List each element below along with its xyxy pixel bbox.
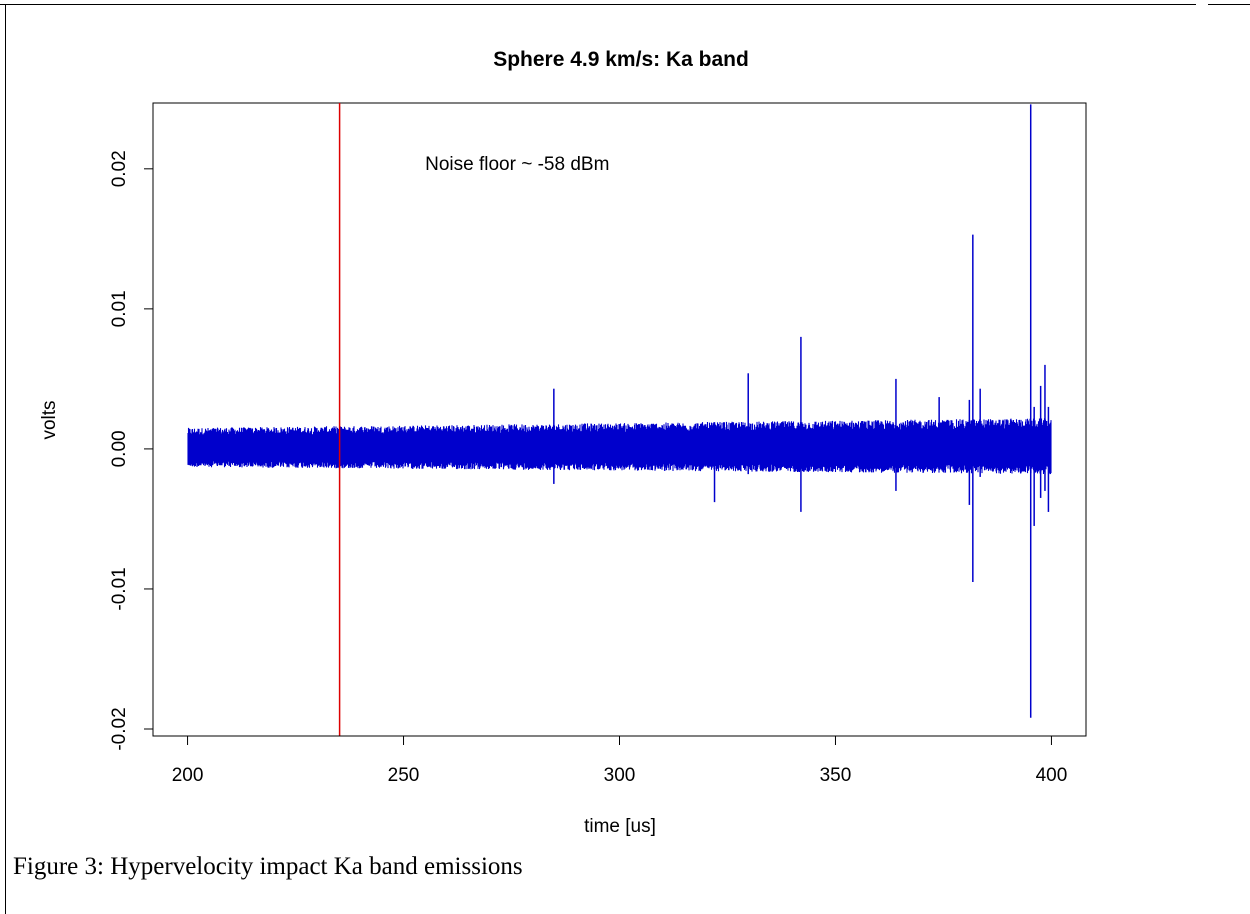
y-tick-label: -0.02 (109, 707, 130, 750)
y-tick-label: -0.01 (109, 567, 130, 610)
y-axis: -0.02 -0.01 0.00 0.01 0.02 (109, 150, 154, 751)
plot-box (152, 102, 1087, 737)
chart: Sphere 4.9 km/s: Ka band 200 250 300 350 400… (39, 48, 1087, 837)
signal-noise-band (187, 418, 1052, 475)
y-axis-label: volts (39, 400, 60, 439)
x-axis: 200 250 300 350 400 (172, 735, 1068, 786)
frame-top-border-right (1208, 4, 1250, 5)
y-tick-label: 0.02 (109, 150, 130, 187)
noise-floor-annotation: Noise floor ~ -58 dBm (425, 154, 609, 175)
y-tick-label: 0.00 (109, 430, 130, 467)
frame-left-border (5, 4, 6, 914)
signal-spikes (553, 104, 1050, 718)
figure-caption: Figure 3: Hypervelocity impact Ka band e… (13, 853, 523, 880)
frame-top-border (0, 4, 1196, 5)
x-axis-label: time [us] (584, 816, 656, 837)
noise-trace (187, 418, 1052, 475)
x-tick-label: 300 (604, 765, 636, 786)
y-tick-label: 0.01 (109, 290, 130, 327)
x-tick-label: 400 (1036, 765, 1068, 786)
chart-title: Sphere 4.9 km/s: Ka band (493, 48, 749, 71)
x-tick-label: 200 (172, 765, 204, 786)
x-tick-label: 250 (388, 765, 420, 786)
x-tick-label: 350 (820, 765, 852, 786)
